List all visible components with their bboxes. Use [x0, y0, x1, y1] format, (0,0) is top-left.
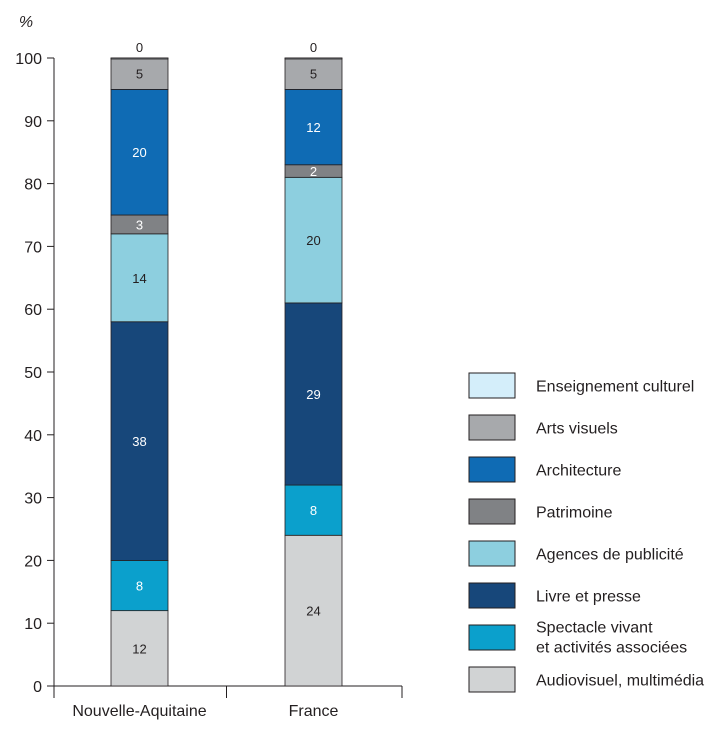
- bar-value-label: 14: [132, 271, 146, 286]
- legend-label: Spectacle vivant: [536, 620, 653, 637]
- legend-swatch: [468, 624, 516, 651]
- legend-swatch: [468, 540, 516, 567]
- x-category-label: France: [289, 703, 339, 720]
- y-axis: 0 10 20 30 40 50 60 70 80 90 100: [15, 51, 55, 696]
- y-tick-label: 0: [33, 679, 42, 696]
- y-tick-label: 40: [24, 428, 42, 445]
- legend-label: Audiovisuel, multimédia: [536, 673, 704, 690]
- bar-segment: [110, 610, 169, 687]
- y-tick-label: 30: [24, 491, 42, 508]
- bar-segment: [110, 89, 169, 216]
- y-tick-label: 10: [24, 616, 42, 633]
- y-tick-label: 80: [24, 177, 42, 194]
- legend-swatch: [468, 498, 516, 525]
- bar-segment: [284, 534, 343, 687]
- y-tick-label: 50: [24, 365, 42, 382]
- legend-swatch: [468, 666, 516, 693]
- bar-value-label: 5: [136, 67, 143, 82]
- bar-value-label: 38: [132, 434, 146, 449]
- bar-value-label: 0: [310, 40, 317, 55]
- bar-value-label: 0: [136, 40, 143, 55]
- bar-value-label: 2: [310, 164, 317, 179]
- y-tick-label: 70: [24, 239, 42, 256]
- bar-value-label: 3: [136, 217, 143, 232]
- bar-segment: [110, 57, 169, 60]
- legend-label: Agences de publicité: [536, 547, 684, 564]
- bar-value-label: 8: [136, 579, 143, 594]
- bar-segment: [284, 89, 343, 166]
- legend-label: Livre et presse: [536, 589, 641, 606]
- y-axis-unit-label: %: [19, 14, 33, 31]
- x-category-label: Nouvelle-Aquitaine: [72, 703, 206, 720]
- legend-label: Arts visuels: [536, 421, 618, 438]
- legend-swatch: [468, 456, 516, 483]
- bar-value-label: 8: [310, 503, 317, 518]
- bar-segment: [110, 321, 169, 561]
- bars: 12 8 38 14 3 20 5 0 24 8 29 20 2 12 5 0: [110, 40, 343, 687]
- bar-value-label: 29: [306, 387, 320, 402]
- y-tick-label: 100: [15, 51, 42, 68]
- bar-segment: [110, 560, 169, 612]
- bar-value-label: 20: [306, 233, 320, 248]
- bar-segment: [284, 302, 343, 486]
- legend-swatch: [468, 414, 516, 441]
- legend: Enseignement culturel Arts visuels Archite…: [468, 372, 704, 693]
- y-tick-label: 60: [24, 302, 42, 319]
- bar-value-label: 20: [132, 145, 146, 160]
- x-axis: Nouvelle-Aquitaine France: [53, 685, 403, 720]
- bar-segment: [284, 57, 343, 90]
- y-tick-label: 20: [24, 553, 42, 570]
- bar-segment: [284, 484, 343, 536]
- legend-swatch: [468, 372, 516, 399]
- bar-segment: [284, 57, 343, 60]
- bar-segment: [110, 57, 169, 90]
- bar-segment: [110, 233, 169, 323]
- legend-swatch: [468, 582, 516, 609]
- legend-label: Enseignement culturel: [536, 379, 694, 396]
- legend-label: Patrimoine: [536, 505, 613, 522]
- legend-label: Architecture: [536, 463, 621, 480]
- bar-value-label: 12: [132, 641, 146, 656]
- y-tick-label: 90: [24, 114, 42, 131]
- bar-value-label: 24: [306, 604, 320, 619]
- bar-value-label: 12: [306, 120, 320, 135]
- bar-value-label: 5: [310, 67, 317, 82]
- legend-label: et activités associées: [536, 640, 687, 657]
- bar-segment: [284, 176, 343, 304]
